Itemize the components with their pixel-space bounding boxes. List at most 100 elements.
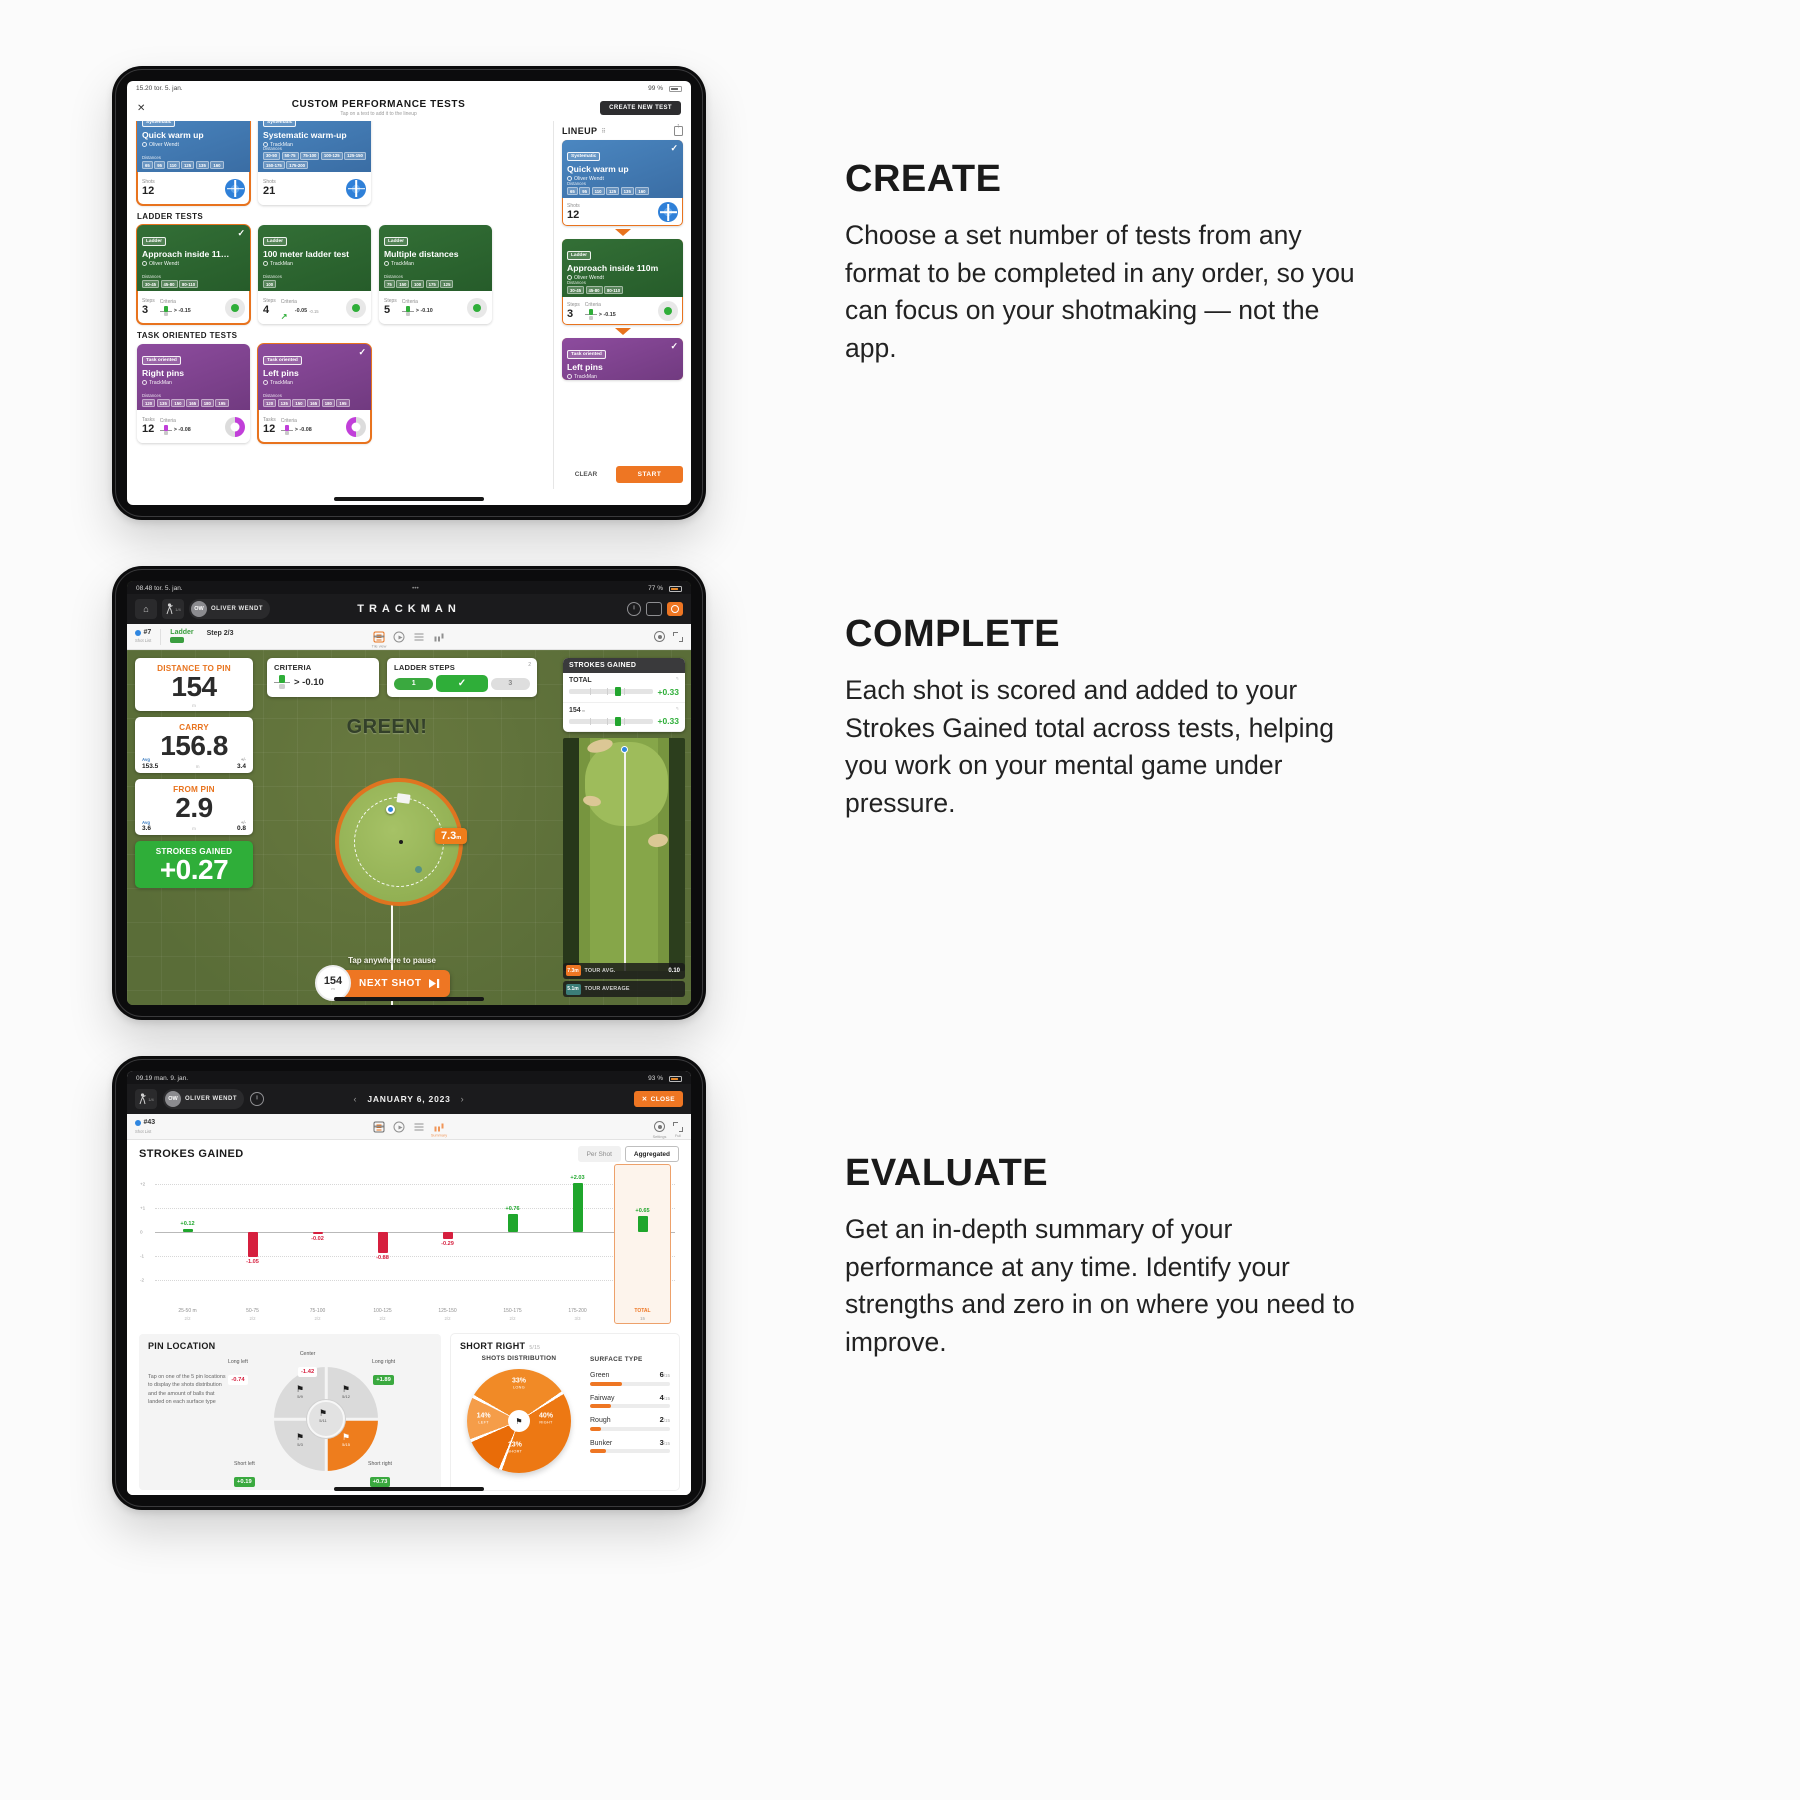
user-chip[interactable]: OW OLIVER WENDT [189,599,270,619]
pin-flag-center[interactable]: ⚑ 5/11 [319,1408,328,1423]
test-title: Left pins [263,368,299,378]
list-view-icon[interactable] [414,1121,425,1132]
lineup-card[interactable]: Ladder Approach inside 110m Oliver Wendt Di… [562,239,683,325]
timer-icon[interactable] [627,602,641,616]
pin-flag-short-left[interactable]: ⚑ 5/3 [296,1432,305,1447]
metric-card-strokes-gained[interactable]: STROKES GAINED +0.27 [135,841,253,888]
chart-column[interactable]: +0.76 150-175 2/2 [480,1170,545,1322]
toggle-aggregated[interactable]: Aggregated [624,1146,679,1162]
surface-row-bunker[interactable]: Bunker 3/15 [590,1438,670,1453]
home-indicator[interactable] [334,1487,484,1491]
home-icon[interactable]: ⌂ [135,599,157,619]
lineup-card[interactable]: Task oriented ✓ Left pins TrackMan [562,338,683,380]
metric-card-from-pin[interactable]: FROM PIN 2.9 Avg 3.6 m +/- 0.8 [135,778,253,836]
test-criteria: Criteria > -0.08 [280,417,312,435]
status-battery-pct: 93 % [648,1075,663,1082]
bluetarget-icon [658,202,678,222]
pin-flag-long-right[interactable]: ⚑ 5/12 [342,1384,351,1399]
ipad-evaluate-screen: 09.19 man. 9. jan. 93 % 1/4 OW OLIVER WE… [127,1071,691,1495]
grid-view-icon[interactable] [373,635,385,638]
chart-column[interactable]: -0.88 100-125 2/2 [350,1170,415,1322]
prev-day-chevron[interactable]: ‹ [353,1094,358,1104]
settings-gear-icon[interactable]: Settings [653,1121,666,1139]
test-title: Approach inside 110m [567,263,659,273]
record-icon[interactable] [667,602,683,616]
surface-row-rough[interactable]: Rough 2/15 [590,1415,670,1431]
home-indicator[interactable] [334,497,484,501]
chart-column[interactable]: -0.02 75-100 2/2 [285,1170,350,1322]
summary-icon[interactable] [434,631,445,642]
list-view-icon[interactable] [414,631,425,642]
distance-chip: 180 [200,399,214,407]
pin-flag-short-right[interactable]: ⚑ 5/15 [342,1432,351,1447]
y-axis-tick: -1 [140,1253,145,1259]
summary-icon[interactable]: Summary [431,1121,447,1137]
history-icon[interactable] [250,1092,264,1106]
y-axis-tick: +2 [140,1181,146,1187]
grid-view-icon[interactable] [373,1125,385,1128]
status-battery-pct: 99 % [648,85,663,92]
test-card[interactable]: Task oriented ✓ Left pins TrackMan Distances… [257,343,372,444]
test-mode[interactable]: Ladder [170,629,194,643]
test-title: Multiple distances [384,249,459,259]
user-chip[interactable]: OW OLIVER WENDT [163,1089,244,1109]
target-green: 7.3m [335,778,468,906]
shot-counter[interactable]: #43 Shot List [135,1119,156,1134]
replay-icon[interactable] [393,631,405,642]
hole-minimap[interactable] [563,738,685,971]
next-day-chevron[interactable]: › [460,1094,465,1104]
distance-chip: 75 [384,280,395,288]
chart-column[interactable]: -0.29 125-150 2/2 [415,1170,480,1322]
create-new-test-button[interactable]: CREATE NEW TEST [600,101,681,115]
clear-button[interactable]: CLEAR [574,471,598,478]
fullscreen-icon[interactable]: Full [673,1121,683,1138]
surface-row-green[interactable]: Green 6/15 [590,1370,670,1386]
test-type-badge: Task oriented [567,350,606,359]
test-card[interactable]: Systematic Systematic warm-up TrackMan Dist… [258,121,371,205]
chart-column[interactable]: +0.65 TOTAL 15 [610,1164,675,1324]
distance-chips: 65 95 110 125 135 160 [567,187,679,195]
pin-center-circle[interactable] [307,1400,345,1438]
shots-distribution-pie[interactable]: ⚑ 33% LONG 40% RIGHT 13% SHORT 14% LEFT [467,1369,571,1473]
close-icon[interactable]: ✕ [137,102,146,114]
selected-check-icon: ✓ [358,347,366,357]
chart-column[interactable]: -1.05 50-75 2/2 [220,1170,285,1322]
test-stat: Shots 21 [263,179,276,198]
golfer-icon[interactable]: 1/4 [135,1089,157,1109]
pin-diagram[interactable]: ⚑ 5/9 ⚑ 5/11 ⚑ 5/12 ⚑ 5/3 ⚑ 5/15 Long left -0.74 Cen… [226,1351,426,1488]
test-card[interactable]: Task oriented Right pins TrackMan Distances… [137,344,250,443]
strokes-gained-chart[interactable]: +2 +1 0 -1 -2 +0.12 25-50 m 2/2 -1.05 50-75 2/2 -0.… [140,1164,675,1324]
pin-flag-long-left[interactable]: ⚑ 5/9 [296,1384,305,1399]
golfer-icon[interactable]: 1/4 [162,599,184,619]
distance-chip: 135 [277,399,291,407]
replay-icon[interactable] [393,1121,405,1132]
status-battery-pct: 77 % [648,585,663,592]
pin-quadrant-circle[interactable]: ⚑ 5/9 ⚑ 5/11 ⚑ 5/12 ⚑ 5/3 ⚑ 5/15 [274,1367,378,1471]
surface-row-fairway[interactable]: Fairway 4/15 [590,1393,670,1408]
test-card[interactable]: Ladder 100 meter ladder test TrackMan Dista… [258,225,371,324]
share-icon[interactable] [674,126,683,136]
test-author: TrackMan [263,380,366,386]
chart-column[interactable]: +2.03 175-200 3/3 [545,1170,610,1322]
test-card[interactable]: Ladder ✓ Approach inside 11… Oliver Wendt Di… [136,224,251,325]
shot-counter[interactable]: #7 Shot List [135,628,152,643]
lineup-reorder-icon[interactable]: ⠿ [601,128,607,135]
home-indicator[interactable] [334,997,484,1001]
range-view[interactable]: DISTANCE TO PIN 154 m CARRY 156.8 Avg 153.5 m +/… [127,650,691,1005]
lineup-card[interactable]: Systematic ✓ Quick warm up Oliver Wendt Dist… [562,140,683,226]
start-button[interactable]: START [615,466,683,483]
shot-dot [135,629,141,636]
display-icon[interactable] [646,602,662,616]
chart-column[interactable]: +0.12 25-50 m 2/2 [155,1170,220,1322]
distance-chip: 160 [210,161,224,169]
test-card[interactable]: Ladder Multiple distances TrackMan Distance… [379,225,492,324]
metric-card-carry[interactable]: CARRY 156.8 Avg 153.5 m +/- 3.4 [135,716,253,773]
toggle-per-shot[interactable]: Per Shot [577,1146,621,1162]
settings-gear-icon[interactable] [654,631,665,642]
test-card[interactable]: Systematic Quick warm up Oliver Wendt Dista… [136,121,251,206]
metric-card-distance-to-pin[interactable]: DISTANCE TO PIN 154 m [135,658,253,711]
close-button[interactable]: ✕ CLOSE [633,1091,683,1107]
fullscreen-icon[interactable] [673,631,683,642]
next-shot-button[interactable]: 154 m NEXT SHOT [315,965,450,1001]
